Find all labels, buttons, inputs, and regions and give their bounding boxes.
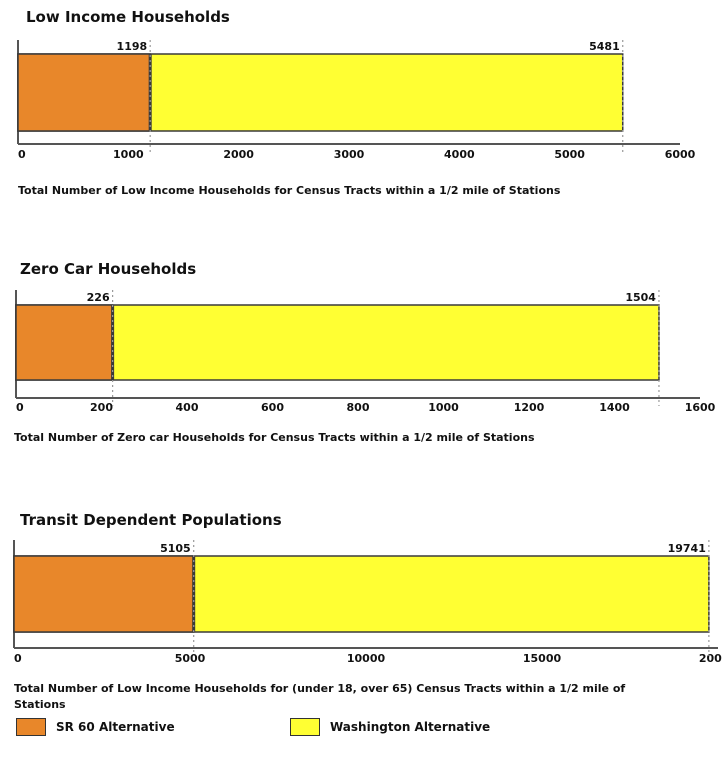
panel-title-zero-car: Zero Car Households	[20, 260, 197, 278]
chart2-value-label-washington: 1504	[625, 291, 656, 304]
chart2-tick-label: 1000	[428, 401, 459, 414]
chart1-tick-label: 0	[18, 148, 26, 161]
axis-caption-transit: Total Number of Low Income Households fo…	[14, 682, 626, 711]
chart1-bar-sr60	[17, 53, 151, 132]
chart1-tick-label: 3000	[334, 148, 365, 161]
chart3-tick-label: 20000	[699, 652, 722, 665]
chart3-value-label-washington: 19741	[668, 542, 706, 555]
chart2-tick-label: 1400	[599, 401, 630, 414]
chart2-tick-label: 600	[261, 401, 284, 414]
chart3-bar-sr60	[13, 555, 195, 633]
chart1-value-label-sr60: 1198	[117, 40, 148, 53]
chart2-value-label-sr60: 226	[87, 291, 110, 304]
chart3-tick-label: 5000	[175, 652, 206, 665]
axis-caption-low-income: Total Number of Low Income Households fo…	[18, 184, 561, 197]
chart1-tick-label: 5000	[554, 148, 585, 161]
chart3-tick-label: 10000	[347, 652, 386, 665]
chart1-tick-label: 2000	[223, 148, 254, 161]
chart3-tick-label: 15000	[523, 652, 562, 665]
legend-washington: Washington Alternative	[290, 718, 490, 736]
chart1-value-label-washington: 5481	[589, 40, 620, 53]
chart2-tick-label: 800	[347, 401, 370, 414]
chart2-tick-label: 0	[16, 401, 24, 414]
chart1-tick-label: 4000	[444, 148, 475, 161]
legend-sr60: SR 60 Alternative	[16, 718, 175, 736]
legend-label-washington: Washington Alternative	[330, 720, 491, 734]
chart2-bar-sr60	[15, 304, 114, 381]
chart2-tick-label: 400	[176, 401, 199, 414]
chart2-tick-label: 1200	[514, 401, 545, 414]
axis-caption-zero-car: Total Number of Zero car Households for …	[14, 431, 535, 444]
chart1-tick-label: 1000	[113, 148, 144, 161]
chart1-tick-label: 6000	[665, 148, 696, 161]
legend-swatch-sr60	[16, 718, 46, 736]
chart2-bar-washington	[15, 304, 660, 381]
chart3-tick-label: 0	[14, 652, 22, 665]
chart3-value-label-sr60: 5105	[160, 542, 191, 555]
legend-label-sr60: SR 60 Alternative	[56, 720, 175, 734]
panel-title-transit: Transit Dependent Populations	[20, 511, 282, 529]
chart2-tick-label: 1600	[685, 401, 716, 414]
panel-title-low-income: Low Income Households	[26, 8, 230, 26]
chart2-tick-label: 200	[90, 401, 113, 414]
legend-swatch-washington	[290, 718, 320, 736]
